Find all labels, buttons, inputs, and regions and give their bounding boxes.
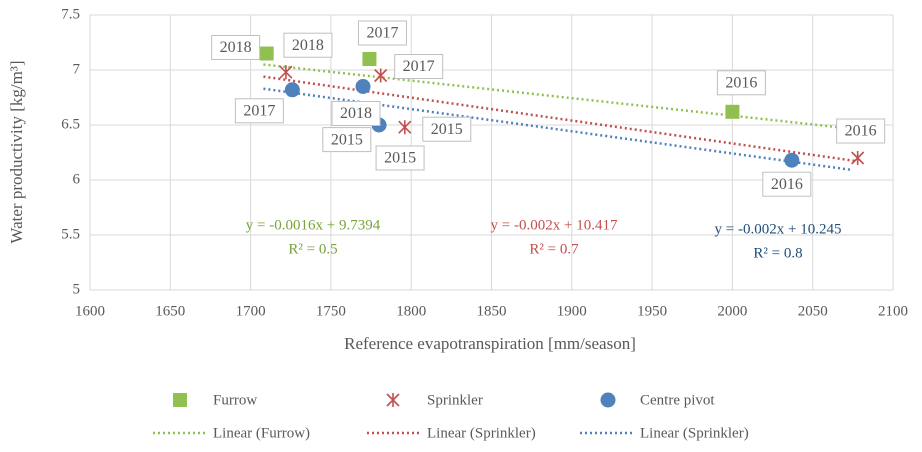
trend-r2: R² = 0.7 xyxy=(529,241,579,257)
point-label: 2015 xyxy=(331,131,363,148)
trendline xyxy=(263,87,854,172)
x-tick-label: 1650 xyxy=(155,303,185,319)
y-tick-label: 5.5 xyxy=(61,226,80,242)
x-tick-label: 2050 xyxy=(798,303,828,319)
y-axis-title: Water productivity [kg/m³] xyxy=(7,60,26,243)
legend-marker xyxy=(600,392,616,408)
point xyxy=(259,46,274,61)
point-label: 2016 xyxy=(771,176,803,193)
point xyxy=(355,79,371,94)
point-label: 2017 xyxy=(243,102,275,119)
legend-label: Linear (Furrow) xyxy=(213,425,310,441)
label-box xyxy=(716,70,766,96)
point-label: 2015 xyxy=(431,121,463,138)
x-tick-label: 1900 xyxy=(557,303,587,319)
legend-label: Linear (Sprinkler) xyxy=(427,425,536,441)
point xyxy=(284,82,300,98)
x-tick-label: 1700 xyxy=(236,303,266,319)
legend-label: Linear (Sprinkler) xyxy=(640,425,749,441)
point xyxy=(784,152,800,168)
y-tick-label: 5 xyxy=(73,281,81,297)
y-tick-label: 7 xyxy=(73,61,81,77)
y-tick-label: 6 xyxy=(73,171,81,187)
point xyxy=(279,65,293,80)
point xyxy=(374,68,388,83)
legend-marker xyxy=(386,393,400,407)
label-box xyxy=(331,101,381,126)
point-label: 2018 xyxy=(220,39,252,56)
point xyxy=(398,120,412,135)
trend-r2: R² = 0.8 xyxy=(753,245,802,261)
trend-equation: y = -0.002x + 10.417 xyxy=(491,217,618,233)
point-label: 2015 xyxy=(384,150,416,167)
legend-label: Centre pivot xyxy=(640,392,715,408)
trendline xyxy=(263,63,849,130)
x-tick-label: 1600 xyxy=(75,303,105,319)
trend-equation: y = -0.002x + 10.245 xyxy=(715,221,842,237)
label-box xyxy=(234,98,284,124)
legend-label: Furrow xyxy=(213,392,257,408)
label-box xyxy=(322,127,372,153)
point-label: 2016 xyxy=(725,74,757,91)
label-box xyxy=(836,118,886,144)
point xyxy=(725,104,740,119)
y-tick-label: 6.5 xyxy=(61,116,80,132)
label-box xyxy=(394,54,444,79)
point-label: 2017 xyxy=(403,58,435,75)
x-tick-label: 1850 xyxy=(477,303,507,319)
point xyxy=(851,151,865,165)
label-box xyxy=(422,116,472,142)
x-tick-label: 1750 xyxy=(316,303,346,319)
x-tick-label: 2000 xyxy=(717,303,747,319)
legend-label: Sprinkler xyxy=(427,392,483,408)
label-box xyxy=(762,171,812,197)
point-label: 2018 xyxy=(340,105,372,122)
x-tick-label: 2100 xyxy=(878,303,908,319)
x-tick-label: 1950 xyxy=(637,303,667,319)
point xyxy=(362,52,377,66)
x-axis-title: Reference evapotranspiration [mm/season] xyxy=(344,334,636,353)
point-label: 2018 xyxy=(292,37,324,54)
label-box xyxy=(211,35,261,60)
y-tick-label: 7.5 xyxy=(61,6,80,22)
x-tick-label: 1800 xyxy=(396,303,426,319)
label-box xyxy=(283,32,333,58)
trend-equation: y = -0.0016x + 9.7394 xyxy=(246,217,381,233)
point-label: 2016 xyxy=(845,123,877,140)
point-label: 2017 xyxy=(366,25,398,42)
legend-marker xyxy=(173,393,187,407)
trend-r2: R² = 0.5 xyxy=(288,241,337,257)
label-box xyxy=(357,20,407,46)
label-box xyxy=(375,145,425,171)
